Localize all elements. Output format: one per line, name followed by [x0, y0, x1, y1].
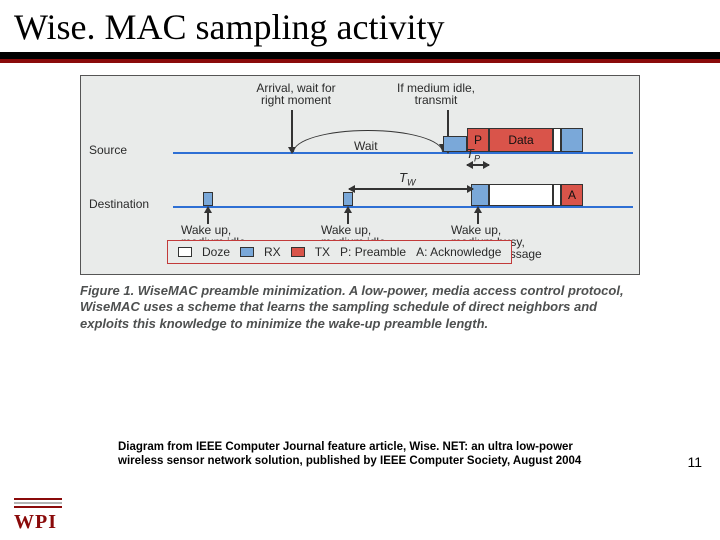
wpi-logo: WPI	[14, 498, 62, 534]
slide-title-bar: Wise. MAC sampling activity	[0, 0, 720, 52]
figure-area: SourceArrival, wait forright momentIf me…	[80, 75, 640, 332]
slide-title: Wise. MAC sampling activity	[14, 6, 706, 48]
figure-caption: Figure 1. WiseMAC preamble minimization.…	[80, 283, 640, 332]
diagram-credit: Diagram from IEEE Computer Journal featu…	[118, 440, 618, 469]
title-underline	[0, 52, 720, 63]
page-number: 11	[687, 454, 702, 470]
wpi-logo-text: WPI	[14, 511, 57, 534]
timing-diagram: SourceArrival, wait forright momentIf me…	[80, 75, 640, 275]
diagram-legend: DozeRXTXP: PreambleA: Acknowledge	[167, 240, 512, 264]
